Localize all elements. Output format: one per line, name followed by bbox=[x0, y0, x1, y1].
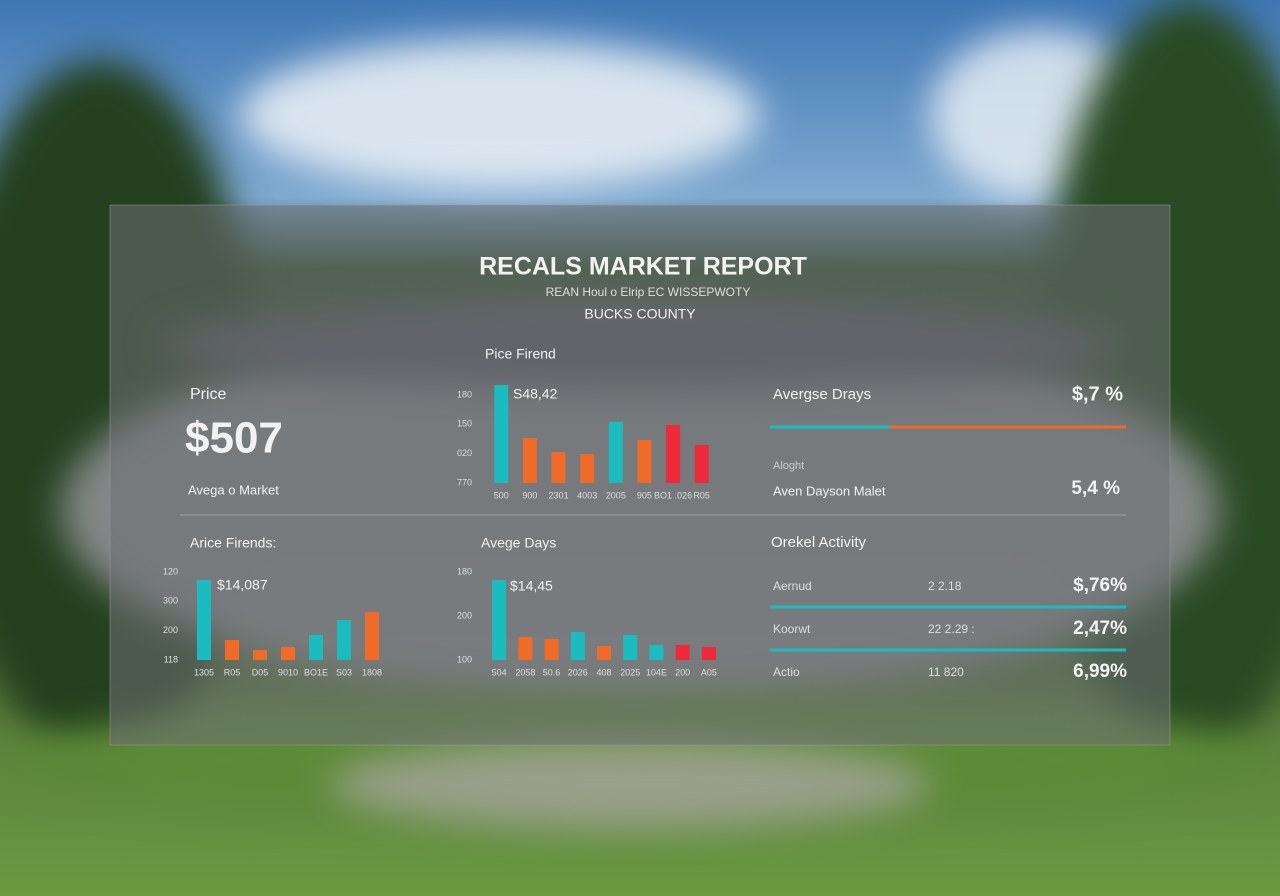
bar bbox=[365, 612, 379, 660]
x-tick-label: 2026 bbox=[568, 667, 588, 677]
x-tick-label: 2301 bbox=[549, 490, 569, 500]
row-label: Koorwt bbox=[773, 622, 811, 636]
bar bbox=[518, 637, 533, 660]
x-tick-label: 50.6 bbox=[543, 667, 561, 677]
axis-label: 150 bbox=[457, 419, 472, 429]
bar bbox=[544, 639, 559, 660]
x-tick-label: BO1E bbox=[304, 667, 328, 677]
bar bbox=[666, 425, 681, 483]
axis-label: 120 bbox=[163, 566, 178, 576]
price-label: Price bbox=[190, 386, 227, 403]
bar bbox=[253, 650, 267, 660]
days-note: Aloght bbox=[773, 460, 804, 472]
x-tick-label: S03 bbox=[336, 667, 352, 677]
row-value: 2,47% bbox=[1073, 618, 1127, 639]
bar bbox=[623, 635, 638, 660]
location: BUCKS COUNTY bbox=[584, 306, 696, 322]
chart-annotation: S48,42 bbox=[513, 386, 558, 402]
x-tick-label: 504 bbox=[492, 667, 507, 677]
x-tick-label: A05 bbox=[701, 667, 717, 677]
bar bbox=[694, 445, 709, 483]
row-count: 22 2.29 : bbox=[928, 622, 975, 636]
x-tick-label: 104E bbox=[646, 667, 667, 677]
chart-annotation: $14,087 bbox=[217, 577, 268, 593]
x-tick-label: 900 bbox=[522, 490, 537, 500]
bar bbox=[701, 647, 716, 660]
row-value: 6,99% bbox=[1073, 661, 1127, 682]
title: RECALS MARKET REPORT bbox=[479, 253, 807, 281]
x-tick-label: 1305 bbox=[194, 667, 214, 677]
bar bbox=[675, 645, 690, 660]
x-tick-label: R05 bbox=[693, 490, 710, 500]
axis-label: 300 bbox=[163, 596, 178, 606]
x-tick-label: BO1 .026 bbox=[654, 490, 692, 500]
bar bbox=[608, 422, 623, 483]
bar bbox=[551, 452, 566, 483]
chart-title: Pice Firend bbox=[485, 346, 556, 362]
price-value: $507 bbox=[185, 414, 283, 463]
x-tick-label: 4003 bbox=[577, 490, 597, 500]
activity-title: Orekel Activity bbox=[771, 534, 867, 551]
bar bbox=[570, 632, 585, 660]
x-tick-label: 2058 bbox=[515, 667, 535, 677]
x-tick-label: D05 bbox=[252, 667, 269, 677]
row-value: $,76% bbox=[1073, 575, 1127, 596]
bar bbox=[197, 580, 211, 660]
axis-label: 100 bbox=[457, 654, 472, 664]
x-tick-label: R05 bbox=[224, 667, 241, 677]
price-caption: Avega o Market bbox=[188, 482, 279, 497]
days-label: Avergse Drays bbox=[773, 386, 871, 403]
bar bbox=[522, 438, 537, 483]
x-tick-label: 500 bbox=[494, 490, 509, 500]
days-value: $,7 % bbox=[1072, 383, 1123, 405]
axis-label: 180 bbox=[457, 389, 472, 399]
axis-label: 200 bbox=[163, 625, 178, 635]
bar bbox=[649, 645, 664, 660]
row-label: Aernud bbox=[773, 579, 812, 593]
axis-label: 200 bbox=[457, 610, 472, 620]
x-tick-label: 2005 bbox=[606, 490, 626, 500]
axis-label: 020 bbox=[457, 448, 472, 458]
x-tick-label: 9010 bbox=[278, 667, 298, 677]
axis-label: 118 bbox=[164, 654, 178, 664]
x-tick-label: 2025 bbox=[620, 667, 640, 677]
chart-title: Arice Firends: bbox=[190, 535, 276, 551]
bar bbox=[337, 620, 351, 660]
row-count: 2 2.18 bbox=[928, 579, 962, 593]
bar bbox=[225, 640, 239, 660]
bar bbox=[597, 646, 611, 660]
axis-label: 770 bbox=[457, 477, 472, 487]
chart-title: Avege Days bbox=[481, 535, 556, 551]
x-tick-label: 1808 bbox=[362, 667, 382, 677]
bar bbox=[580, 454, 595, 483]
bar bbox=[494, 385, 509, 483]
row-label: Actio bbox=[773, 665, 800, 679]
subtitle: REAN Houl o Elrip EC WISSEPWOTY bbox=[546, 285, 751, 299]
x-tick-label: 200 bbox=[675, 667, 690, 677]
x-tick-label: 408 bbox=[596, 667, 611, 677]
axis-label: 180 bbox=[457, 566, 472, 576]
bar bbox=[637, 440, 652, 483]
days-sub-label: Aven Dayson Malet bbox=[773, 483, 886, 498]
x-tick-label: 905 bbox=[637, 490, 652, 500]
days-sub-value: 5,4 % bbox=[1071, 478, 1120, 499]
bar bbox=[309, 635, 323, 660]
bar bbox=[492, 580, 507, 660]
bar bbox=[281, 647, 295, 660]
row-count: 11 820 bbox=[928, 665, 964, 679]
chart-annotation: $14,45 bbox=[510, 578, 553, 594]
